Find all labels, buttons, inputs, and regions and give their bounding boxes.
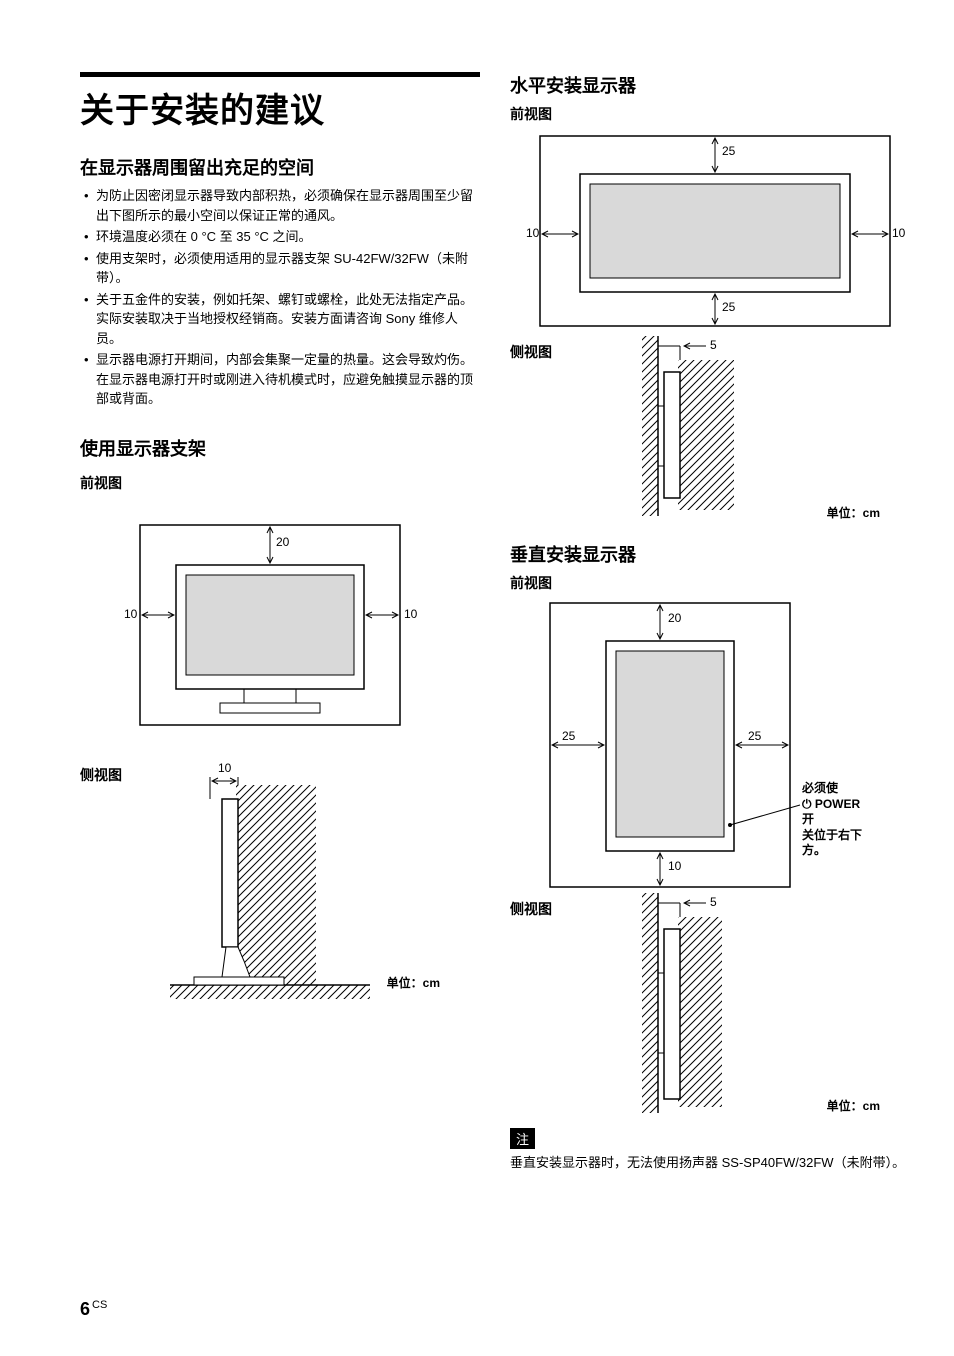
front-view-label: 前视图: [80, 473, 480, 493]
stand-side-diagram: 10 单位：cm: [170, 765, 430, 1005]
horiz-side-diagram: 5: [622, 336, 822, 516]
dim-label: 25: [722, 300, 735, 314]
bullet-item: 显示器电源打开期间，内部会集聚一定量的热量。这会导致灼伤。在显示器电源打开时或刚…: [82, 350, 480, 409]
note-text: 垂直安装显示器时，无法使用扬声器 SS-SP40FW/32FW（未附带）。: [510, 1153, 910, 1173]
bullet-item: 关于五金件的安装，例如托架、螺钉或螺栓，此处无法指定产品。实际安装取决于当地授权…: [82, 290, 480, 349]
section-stand-title: 使用显示器支架: [80, 435, 480, 461]
bullet-item: 为防止因密闭显示器导致内部积热，必须确保在显示器周围至少留出下图所示的最小空间以…: [82, 186, 480, 225]
dim-label: 25: [748, 729, 761, 743]
left-column: 关于安装的建议 在显示器周围留出充足的空间 为防止因密闭显示器导致内部积热，必须…: [80, 72, 480, 1173]
front-view-label: 前视图: [510, 573, 910, 593]
dim-label: 20: [668, 611, 681, 625]
horiz-front-diagram: 25 25 10 10: [530, 126, 900, 336]
bullet-item: 使用支架时，必须使用适用的显示器支架 SU-42FW/32FW（未附带）。: [82, 249, 480, 288]
stand-front-diagram: 20 10 10: [120, 505, 420, 735]
dim-label: 25: [722, 144, 735, 158]
note-label: 注: [510, 1128, 535, 1149]
dim-label: 10: [892, 226, 905, 240]
dim-label: 10: [404, 607, 417, 621]
side-view-label: 侧视图: [510, 342, 552, 362]
dim-label: 10: [668, 859, 681, 873]
vert-side-diagram: 5: [622, 893, 822, 1113]
power-callout: 必须使 ⏻ POWER 开 关位于右下 方。: [802, 781, 872, 859]
page-content: 关于安装的建议 在显示器周围留出充足的空间 为防止因密闭显示器导致内部积热，必须…: [0, 0, 954, 1213]
page-suffix: CS: [92, 1299, 107, 1311]
dim-label: 10: [124, 607, 137, 621]
section-horizontal-title: 水平安装显示器: [510, 72, 910, 98]
dim-label: 25: [562, 729, 575, 743]
right-column: 水平安装显示器 前视图 25 25 10 10: [510, 72, 910, 1173]
dim-label: 10: [218, 761, 231, 775]
dim-label: 10: [526, 226, 539, 240]
dim-label: 5: [710, 338, 717, 352]
dim-label: 5: [710, 895, 717, 909]
dim-label: 20: [276, 535, 289, 549]
front-view-label: 前视图: [510, 104, 910, 124]
section-space-title: 在显示器周围留出充足的空间: [80, 154, 480, 180]
main-title: 关于安装的建议: [80, 83, 480, 132]
bullet-item: 环境温度必须在 0 °C 至 35 °C 之间。: [82, 227, 480, 247]
page-number: 6CS: [80, 1299, 107, 1320]
heading-rule: [80, 72, 480, 77]
page-number-value: 6: [80, 1299, 90, 1319]
unit-label: 单位：cm: [387, 974, 440, 991]
vert-front-diagram: 20 10 25 25 必须使 ⏻ POWER 开 关位于右下 方。: [530, 595, 850, 895]
section-vertical-title: 垂直安装显示器: [510, 541, 910, 567]
side-view-label: 侧视图: [510, 899, 552, 919]
bullet-list: 为防止因密闭显示器导致内部积热，必须确保在显示器周围至少留出下图所示的最小空间以…: [80, 186, 480, 409]
